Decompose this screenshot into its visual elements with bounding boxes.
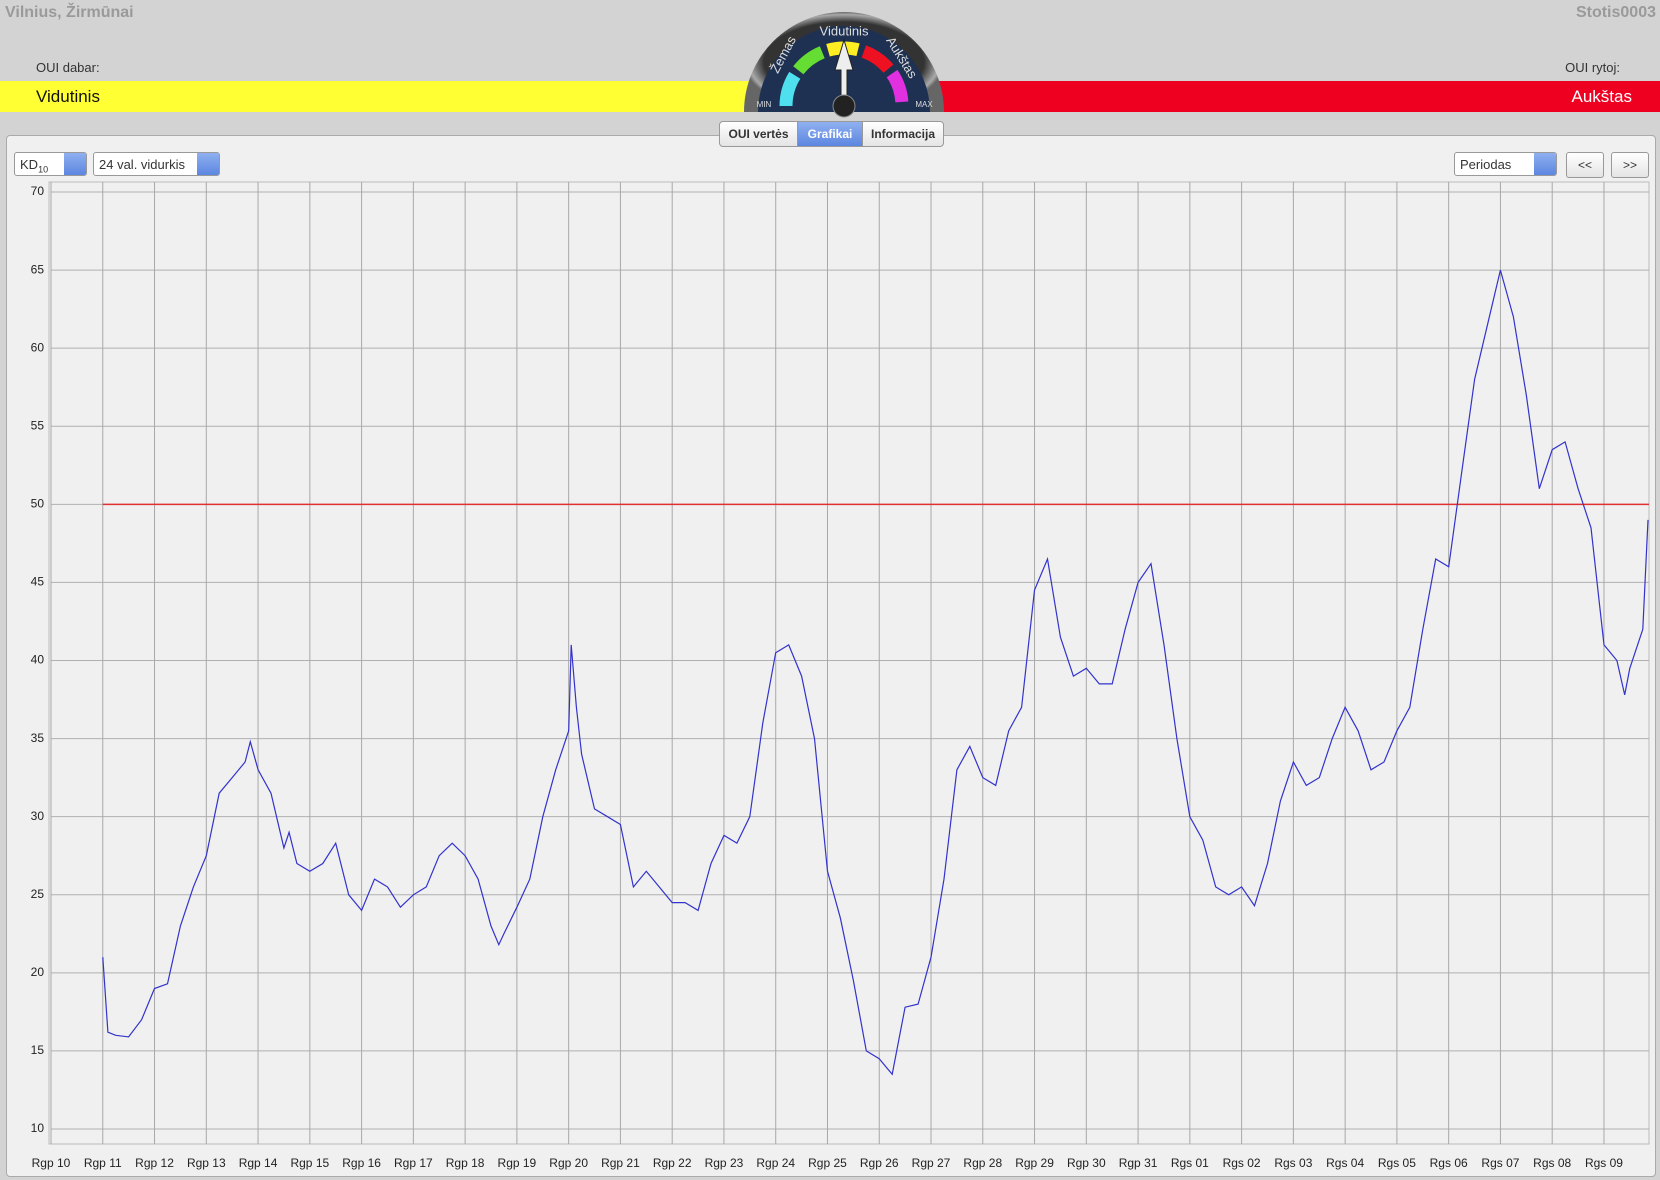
x-tick-label: Rgp 10 [32,1156,71,1170]
y-tick-label: 70 [31,184,45,198]
pollutant-select[interactable]: KD10 [14,152,87,176]
x-tick-label: Rgp 11 [84,1156,122,1170]
pollutant-sub: 10 [38,164,49,175]
y-tick-label: 40 [31,653,45,667]
x-tick-label: Rgp 26 [860,1156,899,1170]
pollutant: KD [20,157,39,172]
x-tick-label: Rgp 28 [963,1156,1002,1170]
x-tick-label: Rgp 16 [342,1156,381,1170]
oui-now-label: OUI dabar: [36,60,100,75]
x-tick-label: Rgp 19 [498,1156,537,1170]
x-tick-label: Rgp 29 [1015,1156,1054,1170]
x-tick-label: Rgp 23 [705,1156,744,1170]
location: Vilnius, Žirmūnai [5,4,134,21]
x-tick-label: Rgp 25 [808,1156,847,1170]
y-tick-label: 55 [31,418,45,432]
tab[interactable]: Informacija [862,121,944,147]
chart: 10 15 20 25 30 35 40 45 50 55 60 65 70 Rgp 10 Rgp 11 Rg… [31,181,1650,1170]
x-tick-label: Rgp 27 [912,1156,951,1170]
y-tick-label: 35 [31,731,45,745]
gauge: Žemas Vidutinis Aukštas MIN MAX [744,12,944,118]
x-tick-label: Rgs 05 [1378,1156,1416,1170]
y-tick-label: 45 [31,575,45,589]
select-arrow [1534,153,1556,175]
tab[interactable]: OUI vertės [719,121,798,147]
y-tick-label: 10 [31,1121,45,1135]
y-tick-label: 50 [31,497,45,511]
x-tick-label: Rgp 31 [1119,1156,1158,1170]
y-tick-label: 20 [31,965,45,979]
x-tick-label: Rgp 13 [187,1156,226,1170]
x-tick-label: Rgp 17 [394,1156,433,1170]
oui-now-bar: Vidutinis [0,81,760,112]
x-tick-label: Rgp 12 [135,1156,174,1170]
next-button[interactable]: >> [1611,152,1649,178]
period: Periodas [1460,157,1512,172]
select-arrow [197,153,219,175]
x-tick-label: Rgp 20 [549,1156,588,1170]
x-tick-label: Rgs 04 [1326,1156,1364,1170]
x-tick-label: Rgs 08 [1533,1156,1571,1170]
y-tick-label: 15 [31,1043,45,1057]
gauge-arc [779,71,801,107]
oui-tomorrow-bar: Aukštas [930,81,1660,112]
panel [6,135,1656,1177]
y-tick-label: 60 [31,340,45,354]
period-select[interactable]: Periodas [1454,152,1557,176]
oui-tomorrow-label: OUI rytoj: [1565,60,1620,75]
select-arrow [64,153,86,175]
x-tick-label: Rgs 09 [1585,1156,1623,1170]
x-tick-label: Rgp 18 [446,1156,485,1170]
x-tick-label: Rgs 02 [1223,1156,1261,1170]
prev-button[interactable]: << [1566,152,1604,178]
y-tick-label: 30 [31,809,45,823]
station: Stotis0003 [1575,4,1656,21]
gauge-hub [832,94,856,118]
y-tick-label: 65 [31,262,45,276]
gauge-min: MIN [757,100,772,109]
x-tick-label: Rgs 03 [1274,1156,1312,1170]
oui-tomorrow-value: Aukštas [1571,87,1632,106]
x-tick-label: Rgp 15 [290,1156,329,1170]
average: 24 val. vidurkis [99,157,185,172]
data-line [102,269,1649,1076]
gauge-max: MAX [915,100,933,109]
x-tick-label: Rgp 22 [653,1156,692,1170]
x-tick-label: Rgs 01 [1171,1156,1209,1170]
x-tick-label: Rgs 06 [1430,1156,1468,1170]
x-tick-label: Rgp 24 [756,1156,795,1170]
tab-active[interactable]: Grafikai [797,121,863,147]
x-tick-label: Rgp 21 [601,1156,640,1170]
x-tick-label: Rgp 14 [239,1156,278,1170]
plot-area [48,181,1650,1145]
oui-now-value: Vidutinis [36,87,100,106]
gauge-arc [886,69,909,103]
gauge-medium: Vidutinis [820,23,869,38]
x-tick-label: Rgs 07 [1481,1156,1519,1170]
x-tick-label: Rgp 30 [1067,1156,1106,1170]
average-select[interactable]: 24 val. vidurkis [93,152,220,176]
gauge-arc [793,46,825,75]
gauge-arc [861,45,894,74]
y-tick-label: 25 [31,887,45,901]
